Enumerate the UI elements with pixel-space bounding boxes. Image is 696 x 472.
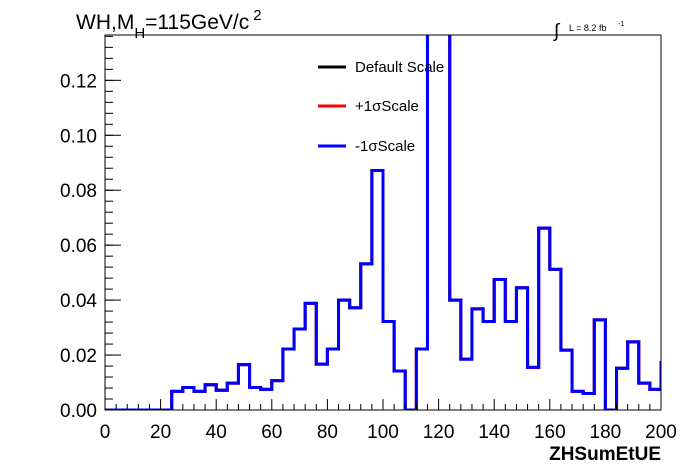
plot-title: WH,MH=115GeV/c 2: [76, 7, 262, 42]
legend-label: -1σScale: [355, 138, 415, 155]
y-tick-label: 0.02: [60, 346, 97, 367]
x-axis: 0 20 40 60 80 100 120 140 160 180 200: [100, 399, 677, 443]
y-tick-label: 0.08: [60, 181, 97, 202]
luminosity-label: ∫ L = 8.2 fb -1: [553, 21, 624, 42]
luminosity-text: L = 8.2 fb: [569, 23, 606, 33]
integral-sign: ∫: [553, 21, 561, 42]
x-tick-label: 20: [150, 422, 171, 443]
title-subscript: H: [134, 25, 145, 42]
title-rest: =115GeV/c: [145, 11, 249, 34]
series-line-2: [105, 35, 661, 410]
x-tick-label: 200: [645, 422, 677, 443]
x-tick-label: 120: [423, 422, 455, 443]
x-tick-label: 100: [367, 422, 399, 443]
legend-label: +1σScale: [355, 98, 419, 115]
x-tick-label: 160: [534, 422, 566, 443]
series-layer: [105, 35, 661, 410]
y-tick-label: 0.06: [60, 236, 97, 257]
title-superscript: 2: [253, 7, 261, 24]
luminosity-superscript: -1: [618, 21, 624, 28]
legend: Default Scale +1σScale -1σScale: [318, 59, 444, 155]
y-tick-label: 0.12: [60, 71, 97, 92]
x-tick-label: 0: [100, 422, 111, 443]
y-tick-label: 0.10: [60, 126, 97, 147]
y-tick-label: 0.00: [60, 401, 97, 422]
x-tick-label: 60: [261, 422, 282, 443]
x-tick-label: 80: [317, 422, 338, 443]
y-tick-label: 0.04: [60, 291, 97, 312]
x-tick-label: 180: [590, 422, 622, 443]
title-main: WH,M: [76, 11, 134, 34]
x-tick-label: 140: [478, 422, 510, 443]
x-tick-label: 40: [206, 422, 227, 443]
x-axis-title: ZHSumEtUE: [549, 444, 661, 465]
legend-label: Default Scale: [355, 59, 444, 76]
y-axis: 0.00 0.02 0.04 0.06 0.08 0.10 0.12: [60, 35, 121, 422]
